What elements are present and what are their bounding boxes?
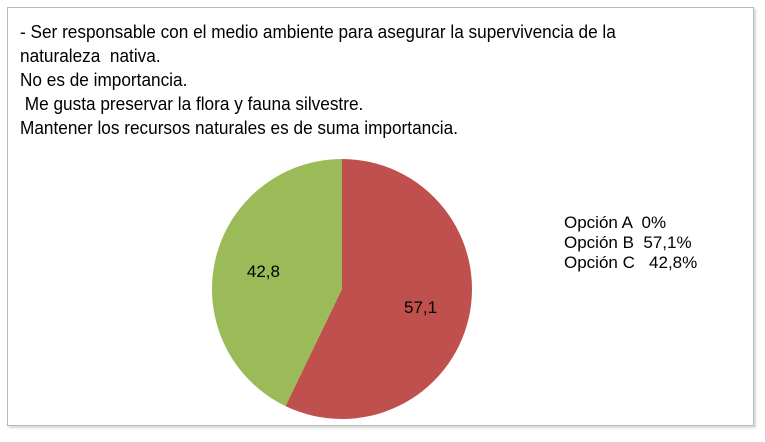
text-line: Me gusta preservar la flora y fauna silv… [20, 93, 364, 114]
answer-options-text: - Ser responsable con el medio ambiente … [20, 20, 616, 140]
pie-slice-opci-n-c [212, 159, 342, 407]
legend: Opción A 0% Opción B 57,1% Opción C 42,8… [564, 213, 697, 273]
legend-entry-b: Opción B 57,1% [564, 233, 692, 252]
data-label: 42,8 [247, 262, 280, 281]
text-line: naturaleza nativa. [20, 45, 161, 66]
legend-entry-c: Opción C 42,8% [564, 253, 698, 272]
legend-entry-a: Opción A 0% [564, 213, 667, 232]
text-line: No es de importancia. [20, 69, 188, 90]
data-label: 57,1 [404, 298, 437, 317]
text-line: Mantener los recursos naturales es de su… [20, 117, 458, 138]
text-line: - Ser responsable con el medio ambiente … [20, 21, 616, 42]
pie-slice-opci-n-b [285, 159, 472, 420]
